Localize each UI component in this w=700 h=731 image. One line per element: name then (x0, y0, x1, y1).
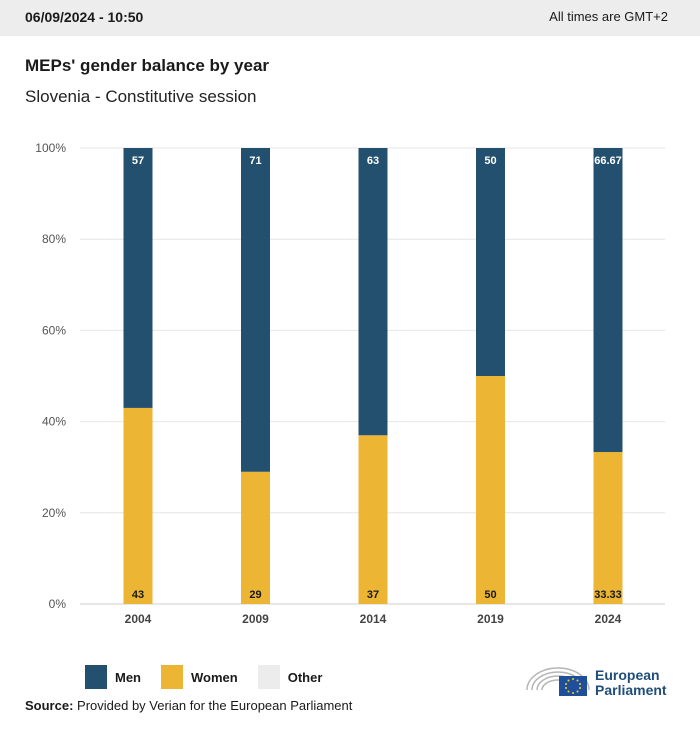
legend-item-other: Other (257, 665, 323, 689)
y-tick-label: 0% (49, 597, 67, 611)
y-tick-label: 100% (35, 141, 66, 155)
data-label-women: 29 (249, 589, 261, 601)
chart-subtitle: Slovenia - Constitutive session (25, 87, 257, 106)
x-tick-label: 2019 (477, 612, 504, 626)
y-tick-label: 60% (42, 323, 66, 337)
legend-swatch-men (85, 665, 107, 689)
bar-women (123, 407, 153, 604)
bar-men (476, 148, 505, 376)
data-label-men: 63 (367, 155, 379, 167)
parliament-hemicycle-icon (526, 667, 590, 696)
data-label-men: 57 (132, 155, 144, 167)
data-label-women: 43 (132, 589, 144, 601)
legend-item-women: Women (161, 665, 238, 689)
bar-men (123, 148, 153, 408)
source-text: Provided by Verian for the European Parl… (77, 698, 353, 713)
timestamp: 06/09/2024 - 10:50 (25, 9, 144, 25)
data-label-men: 71 (249, 155, 261, 167)
legend: Men Women Other (85, 665, 342, 689)
source-note: Source: Provided by Verian for the Europ… (25, 698, 352, 713)
logo-line-2: Parliament (595, 682, 667, 698)
data-label-women: 33.33 (594, 589, 622, 601)
bar-men (358, 148, 388, 436)
data-label-men: 66.67 (594, 155, 622, 167)
x-tick-label: 2024 (595, 612, 622, 626)
legend-swatch-other (257, 665, 280, 689)
chart-title: MEPs' gender balance by year (25, 56, 270, 75)
logo-line-1: European (595, 667, 660, 683)
european-parliament-logo: European Parliament (525, 660, 685, 700)
source-prefix: Source: (25, 698, 74, 713)
y-tick-label: 20% (42, 506, 66, 520)
legend-item-men: Men (85, 665, 141, 689)
logo-text: European Parliament (595, 668, 667, 698)
stacked-bar-chart: 0% 20% 40% 60% 80% 100% 43 57 2004 29 71 2009 37 63 20… (35, 141, 665, 626)
bar-women (593, 452, 623, 604)
legend-label-men: Men (115, 669, 141, 685)
y-tick-label: 80% (42, 232, 66, 246)
data-label-men: 50 (484, 155, 496, 167)
y-tick-label: 40% (42, 415, 66, 429)
bar-men (593, 148, 623, 453)
bar-men (241, 148, 270, 472)
bar-women (358, 435, 388, 604)
legend-label-women: Women (191, 669, 238, 685)
x-tick-label: 2014 (360, 612, 387, 626)
x-tick-label: 2009 (242, 612, 269, 626)
bar-women (241, 471, 270, 604)
bar-women (476, 376, 505, 604)
data-label-women: 50 (484, 589, 496, 601)
x-tick-label: 2004 (125, 612, 152, 626)
data-label-women: 37 (367, 589, 379, 601)
timezone-note: All times are GMT+2 (549, 9, 668, 24)
header-bar: 06/09/2024 - 10:50 All times are GMT+2 (0, 0, 700, 36)
legend-label-other: Other (287, 669, 323, 685)
legend-swatch-women (161, 665, 183, 689)
